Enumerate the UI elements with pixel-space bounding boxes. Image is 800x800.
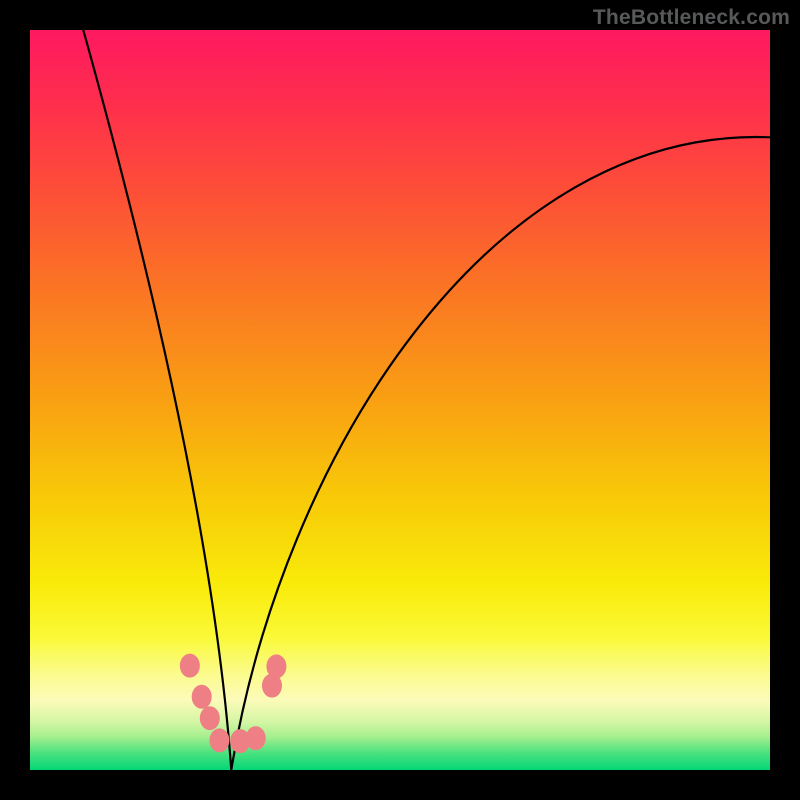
marker-dot: [246, 726, 266, 750]
marker-dot: [192, 685, 212, 709]
marker-dot: [209, 728, 229, 752]
gradient-background: [30, 30, 770, 770]
plot-area: [30, 30, 770, 770]
marker-dot: [266, 654, 286, 678]
watermark-text: TheBottleneck.com: [593, 6, 790, 30]
marker-dot: [200, 706, 220, 730]
chart-svg: [0, 0, 800, 800]
marker-dot: [180, 654, 200, 678]
